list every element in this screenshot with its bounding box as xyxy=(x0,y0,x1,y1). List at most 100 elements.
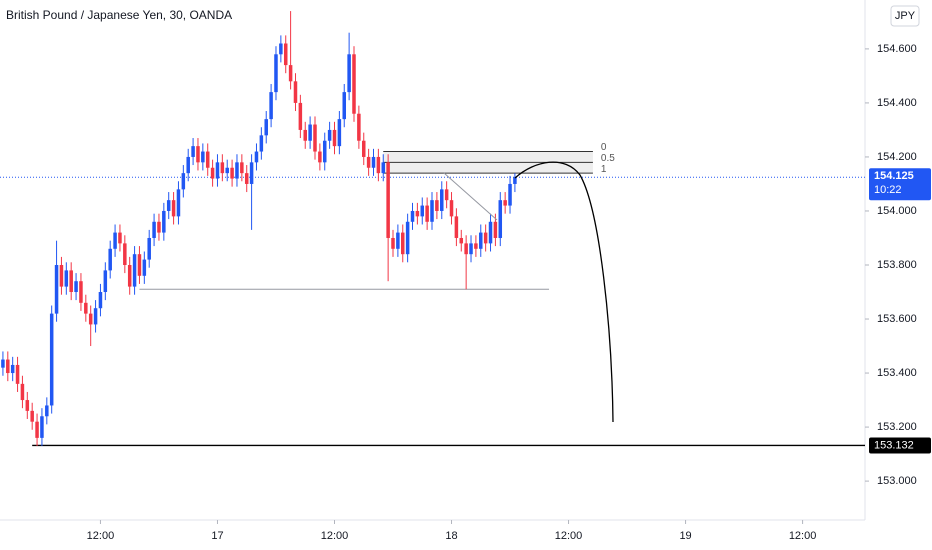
candle-body xyxy=(147,237,151,260)
candle-body xyxy=(327,129,332,141)
candle-body xyxy=(337,119,342,147)
candle-body xyxy=(210,167,215,179)
candle-body xyxy=(176,189,181,217)
x-tick-label: 12:00 xyxy=(321,530,349,542)
candle-body xyxy=(88,313,93,325)
candle-body xyxy=(391,237,395,249)
candle-body xyxy=(191,146,195,157)
candle-body xyxy=(293,81,298,103)
x-tick-label: 18 xyxy=(445,530,457,542)
currency-button[interactable] xyxy=(890,5,920,27)
candle-body xyxy=(410,210,415,222)
fib-label: 0 xyxy=(601,142,607,153)
candle-body xyxy=(430,200,434,222)
candle-body xyxy=(283,43,288,66)
candle-body xyxy=(474,243,478,249)
fib-label: 1 xyxy=(601,164,607,175)
candle-body xyxy=(435,200,439,211)
candle-body xyxy=(366,156,371,168)
y-tick-label: 153.600 xyxy=(877,313,917,325)
candle-body xyxy=(440,189,444,211)
candle-body xyxy=(235,162,239,179)
candle-body xyxy=(157,221,161,233)
candle-body xyxy=(1,359,5,368)
candle-body xyxy=(10,364,15,374)
candle-body xyxy=(113,232,117,249)
candle-body xyxy=(513,177,517,184)
y-tick-label: 153.000 xyxy=(877,475,917,487)
candle-body xyxy=(371,156,376,168)
candle-body xyxy=(74,281,78,293)
candle-body xyxy=(444,189,449,201)
candle-body xyxy=(357,113,361,141)
candle-body xyxy=(483,232,488,244)
candle-body xyxy=(6,359,10,374)
candle-body xyxy=(127,264,132,287)
candle-body xyxy=(313,124,317,152)
candle-body xyxy=(25,400,30,411)
candle-body xyxy=(186,156,190,174)
candle-body xyxy=(503,200,507,206)
candle-body xyxy=(298,102,303,130)
candle-body xyxy=(123,243,127,265)
candle-body xyxy=(84,302,88,314)
horizontal-level-label: 153.132 xyxy=(874,439,914,451)
currency-label[interactable]: JPY xyxy=(895,10,916,22)
candle-body xyxy=(361,140,366,157)
candle-body xyxy=(118,232,122,244)
candle-body xyxy=(30,410,34,422)
candle-body xyxy=(420,205,425,217)
x-tick-label: 12:00 xyxy=(87,530,115,542)
candle-body xyxy=(171,200,176,217)
candle-body xyxy=(449,200,454,217)
chart-title: British Pound / Japanese Yen, 30, OANDA xyxy=(6,8,232,22)
countdown-label: 10:22 xyxy=(874,184,902,196)
candle-body xyxy=(259,135,264,152)
x-tick-label: 19 xyxy=(679,530,691,542)
candle-body xyxy=(454,216,459,238)
candle-body xyxy=(230,167,234,179)
trend-line xyxy=(443,172,498,221)
candle-body xyxy=(347,54,351,93)
candle-body xyxy=(64,270,69,287)
candle-body xyxy=(405,221,410,255)
candle-body xyxy=(269,92,273,120)
x-tick-label: 17 xyxy=(211,530,223,542)
candle-body xyxy=(152,221,156,238)
candle-body xyxy=(508,183,512,206)
candle-body xyxy=(381,162,386,174)
candle-body xyxy=(108,248,112,271)
candle-body xyxy=(45,405,49,417)
last-price-badge xyxy=(869,168,931,201)
candle-body xyxy=(318,151,322,163)
candle-body xyxy=(201,151,205,163)
candle-body xyxy=(288,65,293,82)
candle-body xyxy=(415,210,420,217)
candle-body xyxy=(488,221,493,244)
candle-body xyxy=(69,270,73,293)
candle-body xyxy=(401,232,405,255)
candle-body xyxy=(240,162,244,174)
x-tick-label: 12:00 xyxy=(789,530,817,542)
candle-body xyxy=(40,416,44,438)
candle-body xyxy=(20,383,25,401)
candle-body xyxy=(59,264,64,287)
candle-body xyxy=(98,292,103,309)
candle-body xyxy=(396,232,400,249)
candle-body xyxy=(93,308,98,325)
candle-body xyxy=(376,156,381,174)
candle-body xyxy=(181,173,186,190)
candle-body xyxy=(132,254,137,287)
candle-body xyxy=(303,129,307,141)
candle-body xyxy=(279,43,283,55)
candle-body xyxy=(425,205,429,222)
candle-body xyxy=(196,146,200,163)
x-tick-label: 12:00 xyxy=(555,530,583,542)
candle-body xyxy=(342,92,346,120)
candle-body xyxy=(215,162,220,179)
fib-label: 0.5 xyxy=(601,153,615,164)
candle-body xyxy=(254,151,259,163)
candle-body xyxy=(386,162,390,238)
